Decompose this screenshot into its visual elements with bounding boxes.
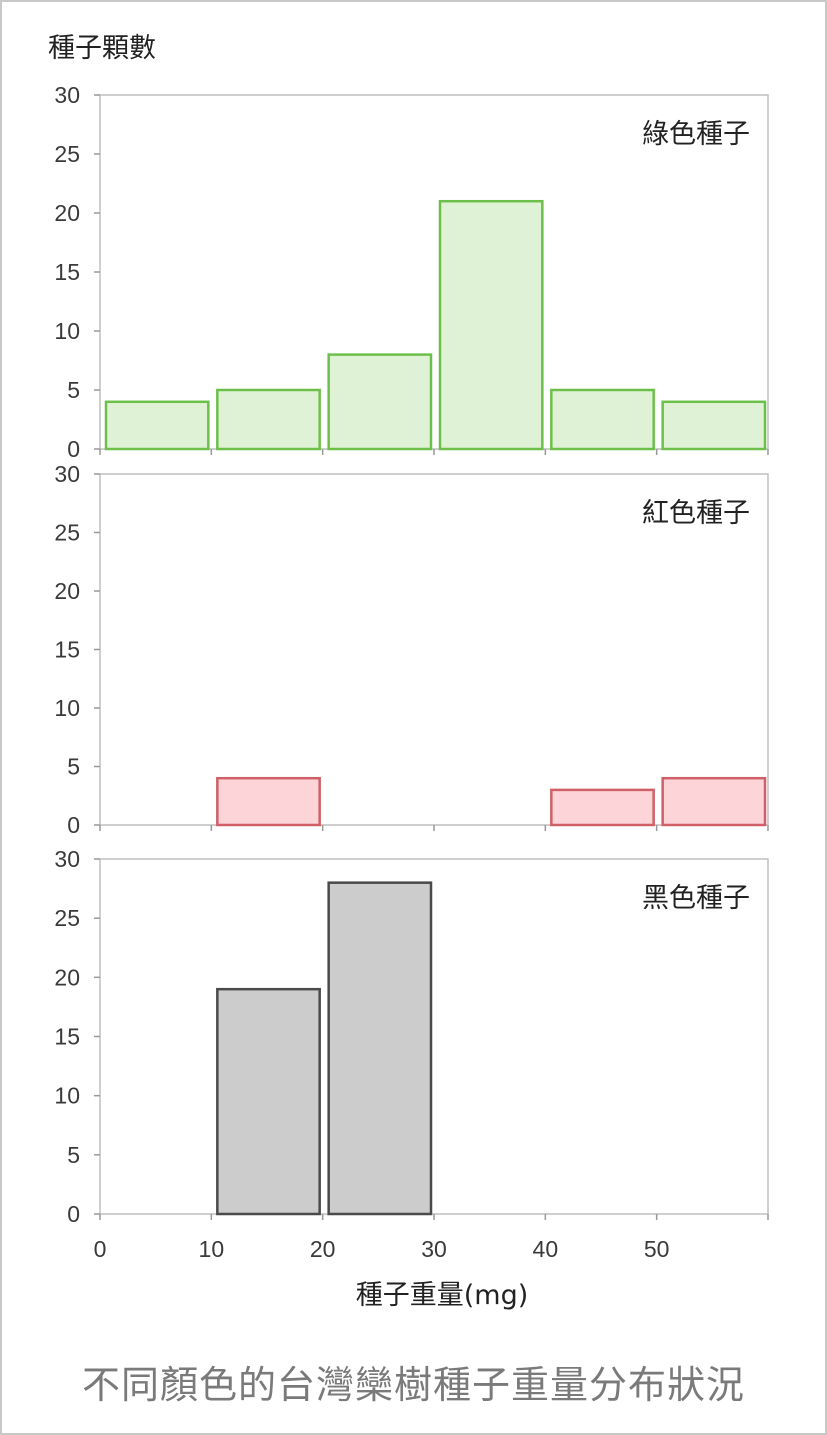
x-tick-label-20: 20	[310, 1236, 336, 1262]
panel-title-2: 黑色種子	[642, 883, 750, 914]
bar-1-1	[550, 788, 655, 827]
bar-2-1	[327, 881, 433, 1216]
y-tick-label-1-30: 30	[54, 461, 80, 487]
bar-2-0	[216, 987, 321, 1216]
y-tick-label-1-20: 20	[54, 578, 80, 604]
histogram-chart: 種子顆數 0 5 10 15 20 25 30 綠色種子 0 5 10 15 20 25 30 紅色種子 0 5 10…	[48, 33, 769, 1311]
x-tick-label-50: 50	[644, 1236, 670, 1262]
bar-0-2	[327, 353, 433, 451]
y-tick-label-2-0: 0	[67, 1201, 80, 1227]
y-tick-label-1-10: 10	[54, 695, 80, 721]
bar-1-0	[216, 776, 321, 827]
x-tick-label-30: 30	[421, 1236, 447, 1262]
y-tick-label-0-10: 10	[54, 318, 80, 344]
y-tick-label-0-20: 20	[54, 200, 80, 226]
y-tick-label-2-20: 20	[54, 964, 80, 990]
panel-title-0: 綠色種子	[642, 119, 750, 150]
y-tick-label-1-5: 5	[67, 754, 80, 780]
y-tick-label-0-5: 5	[67, 377, 80, 403]
y-tick-label-0-0: 0	[67, 436, 80, 462]
bar-0-0	[104, 400, 210, 451]
bar-0-5	[661, 400, 767, 451]
y-tick-label-0-30: 30	[54, 82, 80, 108]
y-axis-label: 種子顆數	[48, 33, 156, 64]
y-tick-label-2-10: 10	[54, 1083, 80, 1109]
x-axis-label: 種子重量(mg)	[356, 1280, 529, 1311]
y-tick-label-2-30: 30	[54, 846, 80, 872]
bar-0-1	[216, 388, 321, 451]
y-tick-label-1-0: 0	[67, 812, 80, 838]
figure-caption: 不同顏色的台灣欒樹種子重量分布狀況	[81, 1363, 745, 1407]
x-tick-label-40: 40	[533, 1236, 559, 1262]
y-tick-label-2-15: 15	[54, 1024, 80, 1050]
bar-0-4	[550, 388, 655, 451]
y-tick-label-0-15: 15	[54, 259, 80, 285]
y-tick-label-1-25: 25	[54, 520, 80, 546]
bar-1-2	[661, 776, 767, 827]
x-tick-label-0: 0	[94, 1236, 107, 1262]
x-tick-label-10: 10	[199, 1236, 225, 1262]
y-tick-label-1-15: 15	[54, 637, 80, 663]
panel-title-1: 紅色種子	[642, 498, 750, 529]
y-tick-label-2-25: 25	[54, 905, 80, 931]
bar-0-3	[438, 199, 544, 451]
y-tick-label-0-25: 25	[54, 141, 80, 167]
y-tick-label-2-5: 5	[67, 1142, 80, 1168]
